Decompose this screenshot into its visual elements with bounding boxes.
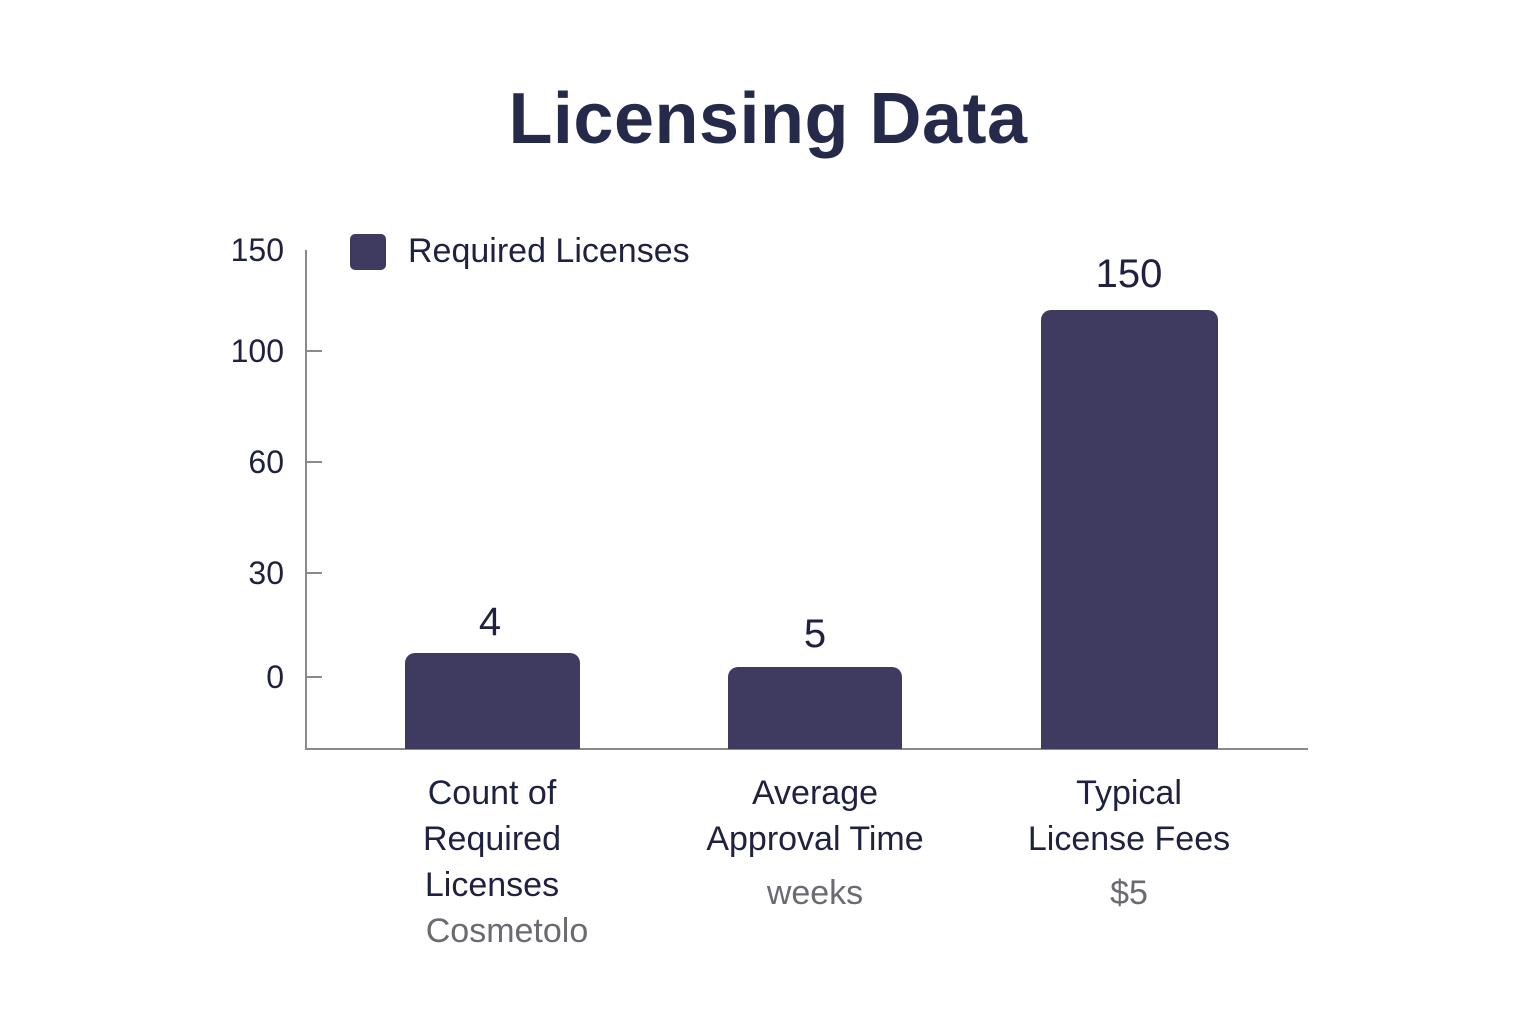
category-label-line: Required xyxy=(423,820,561,858)
bar-value-label: 4 xyxy=(478,600,502,644)
category-sublabel: Cosmetolo xyxy=(425,912,589,950)
legend-label: Required Licenses xyxy=(408,232,690,270)
category-label-line: Average xyxy=(751,774,879,812)
y-tick-mark xyxy=(307,572,322,574)
category-label: Average Approval Time weeks xyxy=(665,770,965,916)
category-sublabel: weeks xyxy=(766,874,864,912)
bar-count-required-licenses xyxy=(405,653,580,749)
y-tick-label: 150 xyxy=(230,232,284,268)
category-label-line: Typical xyxy=(1076,774,1182,812)
chart-title: Licensing Data xyxy=(508,79,1028,159)
y-tick-mark xyxy=(307,350,322,352)
legend-swatch-icon xyxy=(350,233,386,270)
bar-value-label: 150 xyxy=(1095,252,1163,296)
bar-typical-license-fees xyxy=(1041,310,1218,749)
y-tick-mark xyxy=(307,676,322,678)
y-tick-label: 100 xyxy=(230,333,284,369)
category-label-line: Licenses xyxy=(424,866,560,904)
category-label-line: Count of xyxy=(427,774,557,812)
y-tick-mark xyxy=(307,461,322,463)
category-label: Typical License Fees $5 xyxy=(979,770,1279,916)
y-tick-label: 60 xyxy=(248,444,284,480)
category-label-line: License Fees xyxy=(1027,820,1231,858)
category-label: Count of Required Licenses Cosmetolo xyxy=(342,770,642,954)
legend: Required Licenses xyxy=(350,232,690,271)
x-axis-line xyxy=(305,748,1308,750)
bar-value-label: 5 xyxy=(803,612,827,656)
bar-average-approval-time xyxy=(728,667,902,749)
y-axis-line xyxy=(305,250,307,750)
y-tick-label: 0 xyxy=(266,659,284,695)
category-label-line: Approval Time xyxy=(706,820,924,858)
y-tick-label: 30 xyxy=(248,555,284,591)
category-sublabel: $5 xyxy=(1110,874,1148,912)
